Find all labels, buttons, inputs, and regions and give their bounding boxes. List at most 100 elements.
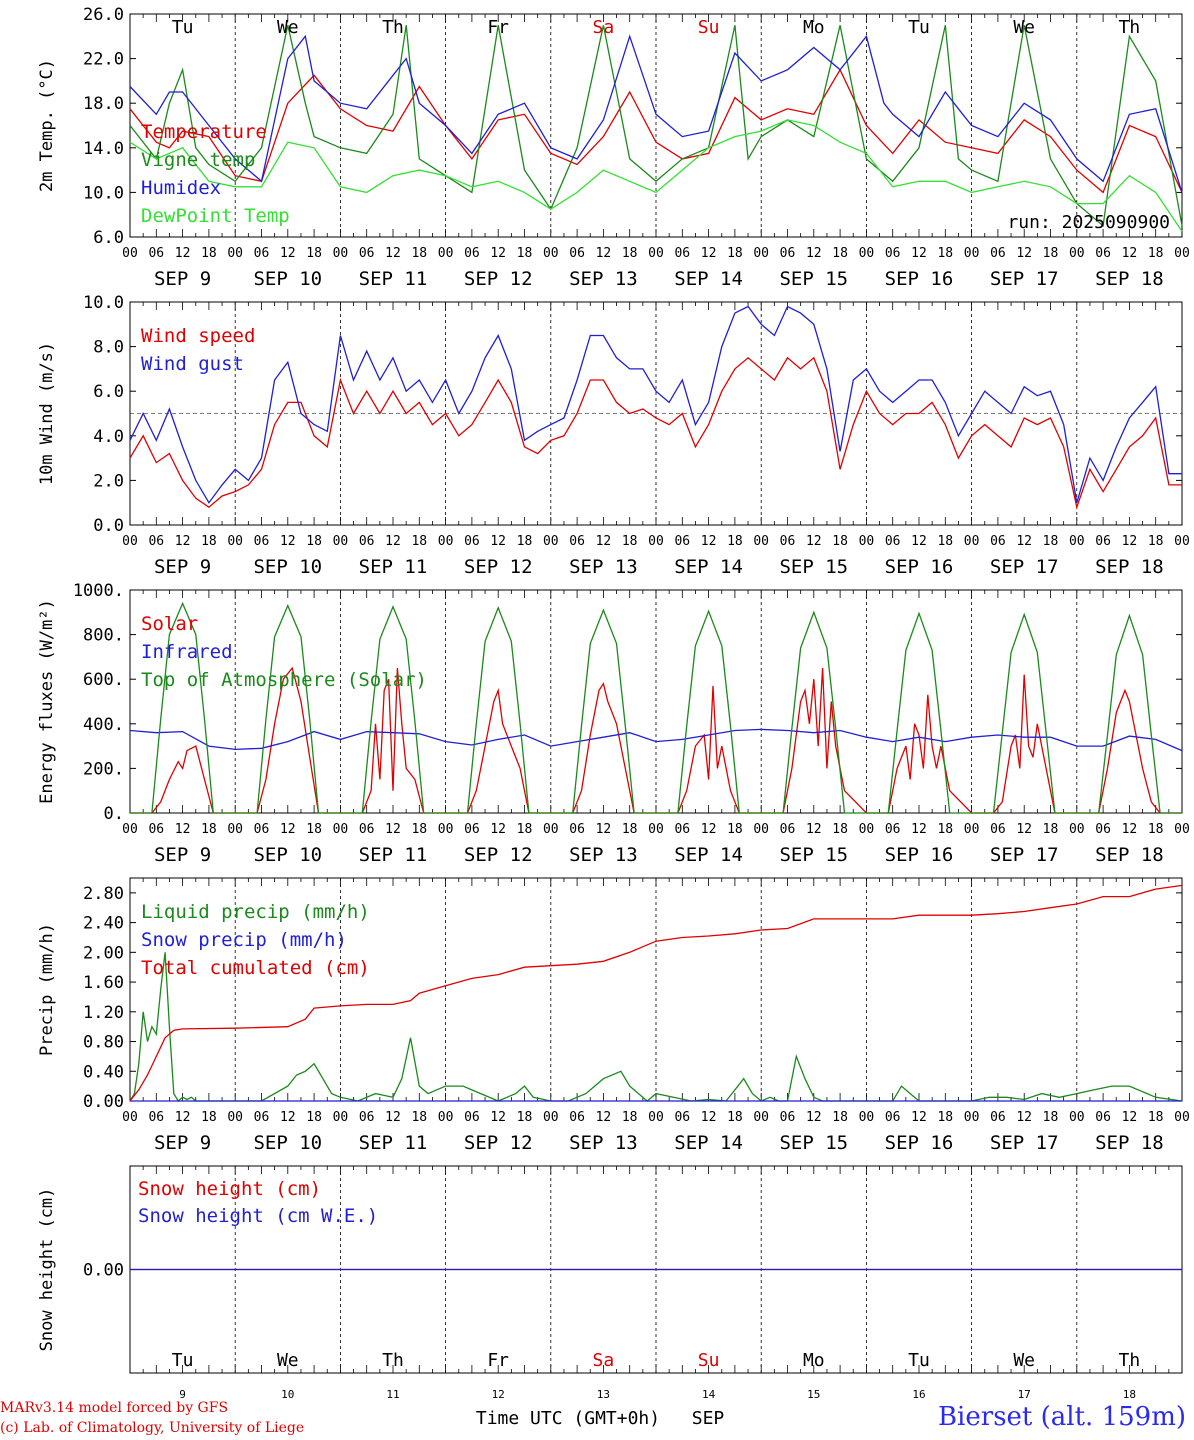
hour-tick-label: 06 (254, 1110, 270, 1125)
hour-tick-label: 18 (411, 822, 427, 837)
y-tick-label: 400. (83, 715, 124, 735)
weekday-label: Su (698, 17, 720, 38)
hour-tick-label: 06 (1095, 1110, 1111, 1125)
hour-tick-label: 00 (438, 246, 454, 261)
hour-tick-label: 00 (543, 246, 559, 261)
date-label: SEP 16 (885, 556, 954, 578)
day-number-label: 11 (386, 1388, 399, 1401)
date-label: SEP 10 (253, 268, 322, 290)
y-tick-label: 0. (104, 804, 124, 824)
hour-tick-label: 06 (990, 246, 1006, 261)
hour-tick-label: 12 (280, 822, 296, 837)
hour-tick-label: 06 (885, 1110, 901, 1125)
hour-tick-label: 00 (1069, 1110, 1085, 1125)
legend-label: Liquid precip (mm/h) (141, 901, 370, 923)
date-label: SEP 11 (359, 844, 428, 866)
model-credit: MARv3.14 model forced by GFS (0, 1400, 229, 1416)
date-label: SEP 12 (464, 556, 533, 578)
hour-tick-label: 06 (359, 822, 375, 837)
hour-tick-label: 12 (490, 534, 506, 549)
hour-tick-label: 12 (385, 1110, 401, 1125)
hour-tick-label: 12 (701, 822, 717, 837)
date-label: SEP 18 (1095, 1132, 1164, 1154)
weekday-label: Mo (803, 1350, 825, 1371)
date-label: SEP 10 (253, 844, 322, 866)
hour-tick-label: 00 (543, 1110, 559, 1125)
y-axis-label: Energy fluxes (W/m²) (37, 599, 57, 804)
hour-tick-label: 12 (596, 246, 612, 261)
hour-tick-label: 18 (517, 822, 533, 837)
hour-tick-label: 00 (964, 1110, 980, 1125)
date-label: SEP 15 (779, 844, 848, 866)
hour-tick-label: 00 (1174, 1110, 1190, 1125)
day-number-label: 18 (1123, 1388, 1136, 1401)
hour-tick-label: 06 (569, 534, 585, 549)
hour-tick-label: 00 (964, 822, 980, 837)
hour-tick-label: 00 (753, 534, 769, 549)
series-line-top-of-atmosphere-solar- (130, 601, 1182, 814)
hour-tick-label: 18 (517, 246, 533, 261)
y-axis-label: Precip (mm/h) (37, 923, 57, 1056)
legend-label: DewPoint Temp (141, 205, 290, 227)
hour-tick-label: 18 (727, 1110, 743, 1125)
hour-tick-label: 06 (464, 1110, 480, 1125)
hour-tick-label: 00 (648, 1110, 664, 1125)
weekday-label: Sa (593, 17, 615, 38)
weekday-label: We (1013, 1350, 1035, 1371)
y-tick-label: 0.0 (93, 516, 124, 536)
hour-tick-label: 12 (1016, 246, 1032, 261)
y-tick-label: 0.00 (83, 1092, 124, 1112)
date-label: SEP 18 (1095, 268, 1164, 290)
weekday-label: Tu (908, 17, 930, 38)
station-label: Bierset (alt. 159m) (937, 1402, 1186, 1432)
hour-tick-label: 12 (1016, 822, 1032, 837)
hour-tick-label: 12 (175, 246, 191, 261)
y-tick-label: 800. (83, 626, 124, 646)
date-label: SEP 11 (359, 1132, 428, 1154)
weekday-label: Su (698, 1350, 720, 1371)
hour-tick-label: 18 (306, 822, 322, 837)
hour-tick-label: 00 (333, 534, 349, 549)
hour-tick-label: 18 (1148, 1110, 1164, 1125)
series-line-dewpoint-temp (129, 119, 1183, 232)
series-line-total-cumulated-cm- (129, 884, 1183, 1102)
hour-tick-label: 00 (648, 246, 664, 261)
date-label: SEP 13 (569, 556, 638, 578)
hour-tick-label: 00 (227, 1110, 243, 1125)
hour-tick-label: 12 (490, 822, 506, 837)
y-tick-label: 6.0 (93, 382, 124, 402)
date-label: SEP 14 (674, 844, 743, 866)
hour-tick-label: 00 (122, 822, 138, 837)
hour-tick-label: 00 (859, 534, 875, 549)
hour-tick-label: 18 (1043, 534, 1059, 549)
hour-tick-label: 18 (937, 534, 953, 549)
hour-tick-label: 06 (885, 246, 901, 261)
hour-tick-label: 12 (1122, 822, 1138, 837)
hour-tick-label: 00 (122, 534, 138, 549)
y-tick-label: 14.0 (83, 139, 124, 159)
date-label: SEP 15 (779, 1132, 848, 1154)
hour-tick-label: 00 (333, 822, 349, 837)
date-label: SEP 16 (885, 844, 954, 866)
hour-tick-label: 12 (490, 1110, 506, 1125)
hour-tick-label: 12 (175, 1110, 191, 1125)
hour-tick-label: 12 (806, 822, 822, 837)
hour-tick-label: 12 (175, 534, 191, 549)
hour-tick-label: 06 (148, 534, 164, 549)
hour-tick-label: 18 (306, 246, 322, 261)
date-label: SEP 9 (154, 268, 211, 290)
hour-tick-label: 00 (1174, 246, 1190, 261)
hour-tick-label: 00 (122, 1110, 138, 1125)
hour-tick-label: 06 (674, 1110, 690, 1125)
hour-tick-label: 18 (201, 1110, 217, 1125)
weekday-label: Tu (172, 17, 194, 38)
hour-tick-label: 12 (701, 246, 717, 261)
hour-tick-label: 12 (385, 246, 401, 261)
hour-tick-label: 12 (1016, 1110, 1032, 1125)
hour-tick-label: 06 (780, 246, 796, 261)
hour-tick-label: 12 (280, 1110, 296, 1125)
hour-tick-label: 06 (990, 534, 1006, 549)
hour-tick-label: 18 (937, 246, 953, 261)
y-tick-label: 2.40 (83, 914, 124, 934)
hour-tick-label: 00 (227, 822, 243, 837)
